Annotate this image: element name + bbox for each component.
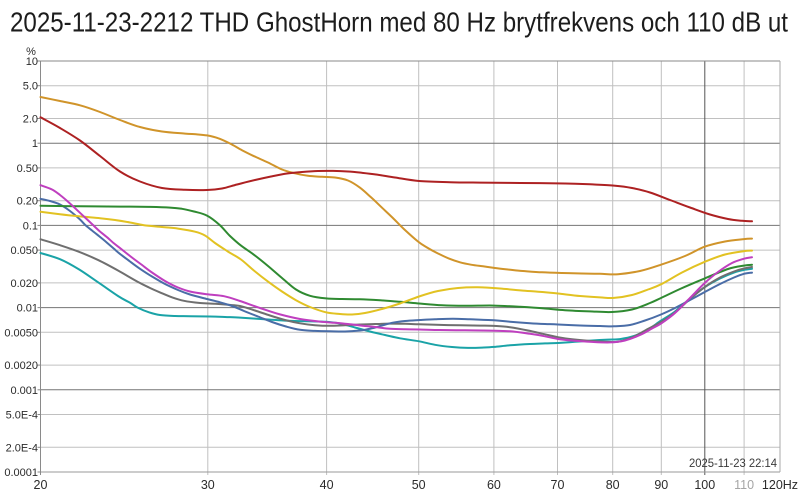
svg-text:110: 110 — [734, 478, 754, 492]
svg-text:2.0: 2.0 — [23, 114, 38, 126]
svg-text:2.0E-4: 2.0E-4 — [6, 442, 38, 454]
svg-text:0.20: 0.20 — [17, 196, 38, 208]
svg-text:0.020: 0.020 — [10, 278, 38, 290]
svg-text:0.0020: 0.0020 — [4, 360, 38, 372]
svg-text:0.01: 0.01 — [17, 303, 38, 315]
svg-text:%: % — [26, 46, 36, 58]
svg-text:0.001: 0.001 — [10, 385, 38, 397]
svg-text:5.0E-4: 5.0E-4 — [6, 410, 38, 422]
svg-text:90: 90 — [654, 478, 668, 492]
svg-text:30: 30 — [201, 478, 215, 492]
svg-text:60: 60 — [487, 478, 501, 492]
svg-text:120Hz: 120Hz — [762, 478, 798, 492]
svg-text:40: 40 — [320, 478, 334, 492]
svg-text:80: 80 — [606, 478, 620, 492]
svg-text:0.1: 0.1 — [23, 220, 38, 232]
svg-text:1: 1 — [32, 138, 38, 150]
svg-text:50: 50 — [412, 478, 426, 492]
svg-text:0.050: 0.050 — [10, 245, 38, 257]
svg-text:100: 100 — [694, 478, 715, 492]
svg-text:70: 70 — [551, 478, 565, 492]
svg-text:0.0050: 0.0050 — [4, 327, 38, 339]
svg-text:10: 10 — [26, 56, 38, 68]
svg-text:2025-11-23-2212 THD GhostHorn: 2025-11-23-2212 THD GhostHorn med 80 Hz … — [10, 7, 788, 38]
svg-text:2025-11-23 22:14: 2025-11-23 22:14 — [689, 456, 777, 470]
svg-text:5.0: 5.0 — [23, 81, 38, 93]
svg-text:0.50: 0.50 — [17, 163, 38, 175]
svg-text:20: 20 — [34, 478, 48, 492]
svg-text:0.0001: 0.0001 — [4, 467, 38, 479]
